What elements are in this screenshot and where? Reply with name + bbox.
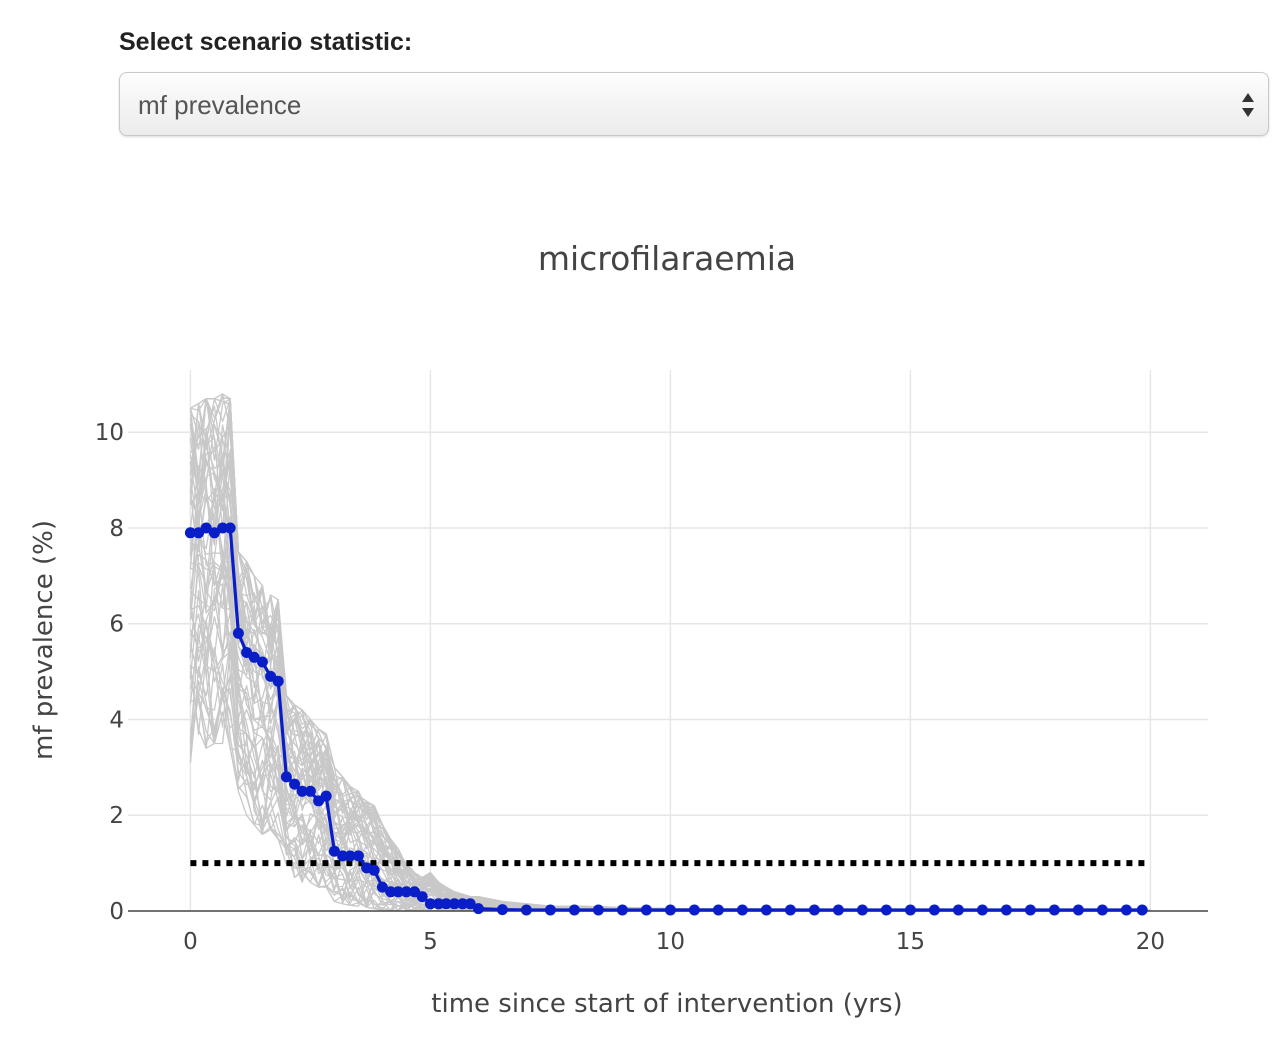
median-point <box>976 904 988 916</box>
median-point <box>184 527 196 539</box>
simulation-trace <box>189 398 1151 911</box>
chart-labels: microfilaraemia time since start of inte… <box>29 239 903 1019</box>
median-point <box>440 898 452 910</box>
median-point <box>880 904 892 916</box>
median-point <box>952 904 964 916</box>
median-point <box>400 886 412 898</box>
grid-lines <box>128 370 1208 911</box>
median-point <box>1072 904 1084 916</box>
median-point <box>856 904 868 916</box>
x-tick-label: 0 <box>183 929 198 955</box>
median-point <box>248 651 260 663</box>
median-point <box>416 891 428 903</box>
median-point <box>385 886 397 898</box>
median-point <box>344 850 356 862</box>
median-point <box>688 904 700 916</box>
median-point <box>232 627 244 639</box>
median-series <box>184 522 1148 916</box>
median-point <box>520 904 532 916</box>
x-tick-label: 5 <box>423 929 438 955</box>
median-point <box>208 527 220 539</box>
median-point <box>1120 904 1132 916</box>
median-point <box>832 904 844 916</box>
median-point <box>352 850 364 862</box>
median-point <box>1096 904 1108 916</box>
scenario-statistic-select[interactable]: mf prevalence <box>119 72 1269 136</box>
median-point <box>224 522 236 534</box>
median-point <box>808 904 820 916</box>
median-point <box>328 845 340 857</box>
y-axis-label: mf prevalence (%) <box>29 520 59 760</box>
median-point <box>1048 904 1060 916</box>
x-tick-label: 15 <box>896 929 925 955</box>
median-point <box>640 904 652 916</box>
median-point <box>337 850 349 862</box>
microfilaraemia-chart: 0 5 10 15 20 0 2 4 6 8 10 microfilaraemia time sin… <box>29 239 1208 1019</box>
median-point <box>928 904 940 916</box>
median-point <box>272 675 284 687</box>
y-tick-label: 4 <box>109 707 124 733</box>
median-point <box>568 904 580 916</box>
median-point <box>904 904 916 916</box>
median-point <box>496 904 508 916</box>
median-point <box>448 898 460 910</box>
median-point <box>1000 904 1012 916</box>
y-tick-label: 2 <box>109 803 124 829</box>
median-point <box>472 903 484 915</box>
median-point <box>1136 904 1148 916</box>
median-point <box>464 898 476 910</box>
x-tick-label: 20 <box>1136 929 1165 955</box>
simulation-trace <box>189 398 1151 911</box>
x-axis-label: time since start of intervention (yrs) <box>431 989 902 1019</box>
median-point <box>392 886 404 898</box>
scenario-statistic-selected-value: mf prevalence <box>138 90 302 120</box>
median-point <box>664 904 676 916</box>
median-point <box>200 522 212 534</box>
median-point <box>1024 904 1036 916</box>
median-point <box>296 785 308 797</box>
median-point <box>256 656 268 668</box>
y-tick-label: 8 <box>109 516 124 542</box>
median-point <box>712 904 724 916</box>
y-tick-label: 0 <box>109 899 124 925</box>
axes: 0 5 10 15 20 0 2 4 6 8 10 <box>95 420 1208 955</box>
simulation-trace <box>189 415 1151 911</box>
median-point <box>616 904 628 916</box>
y-tick-label: 6 <box>109 612 124 638</box>
median-point <box>217 522 229 534</box>
x-tick-label: 10 <box>656 929 685 955</box>
median-point <box>760 904 772 916</box>
median-point <box>424 898 436 910</box>
select-arrows-icon <box>1242 93 1254 117</box>
chart-title: microfilaraemia <box>538 239 796 278</box>
median-point <box>592 904 604 916</box>
median-point <box>368 864 380 876</box>
y-tick-label: 10 <box>95 420 124 446</box>
median-point <box>376 881 388 893</box>
median-point <box>457 898 469 910</box>
median-point <box>320 790 332 802</box>
median-point <box>433 898 445 910</box>
median-point <box>736 904 748 916</box>
median-point <box>544 904 556 916</box>
median-point <box>784 904 796 916</box>
median-point <box>304 785 316 797</box>
median-point <box>280 771 292 783</box>
median-point <box>289 778 301 790</box>
page-heading-clipped <box>300 0 311 15</box>
scenario-statistic-label: Select scenario statistic: <box>119 28 413 56</box>
